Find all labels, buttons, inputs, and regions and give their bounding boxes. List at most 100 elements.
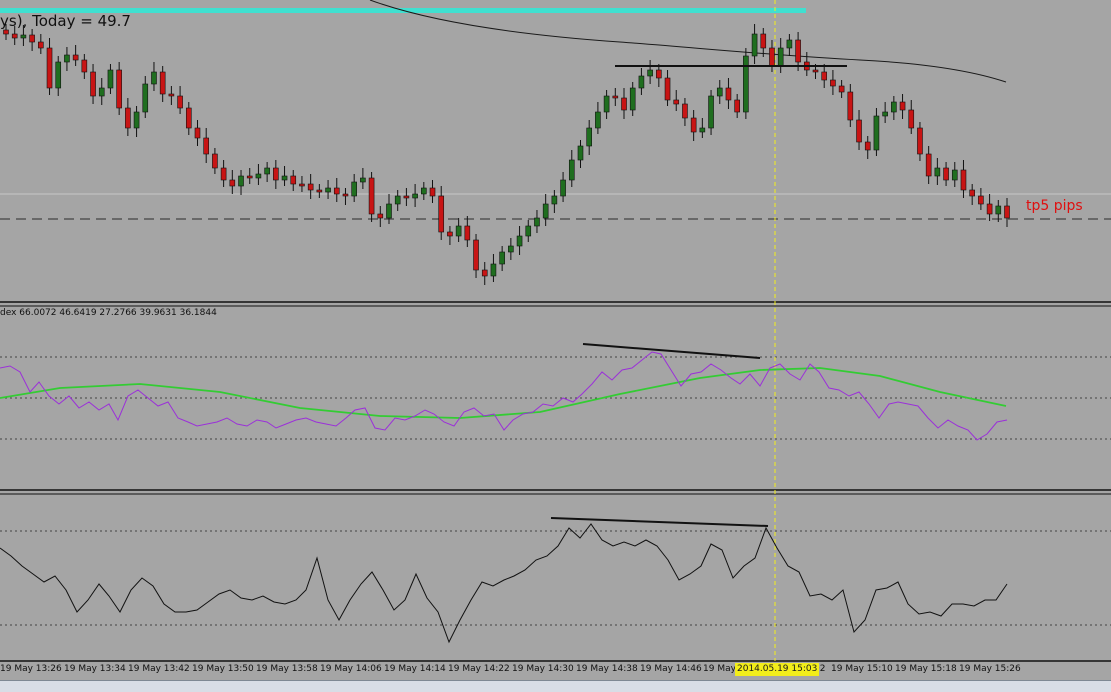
candle-body bbox=[812, 69, 819, 73]
candle-body bbox=[177, 95, 183, 109]
candle-body bbox=[638, 75, 645, 89]
time-axis-label: 19 May 15:26 bbox=[959, 664, 1021, 674]
candle-body bbox=[873, 115, 880, 151]
time-axis-label: 19 May 13:34 bbox=[64, 664, 126, 674]
candle-body bbox=[743, 55, 749, 113]
candle-body bbox=[220, 167, 227, 181]
candle-body bbox=[647, 69, 653, 77]
candle-body bbox=[917, 127, 923, 155]
oscillator-line bbox=[0, 523, 1008, 644]
candle-body bbox=[142, 83, 149, 113]
candle-body bbox=[908, 109, 915, 129]
status-strip bbox=[0, 680, 1111, 692]
candle-body bbox=[951, 169, 958, 181]
candle-body bbox=[882, 111, 888, 117]
candle-body bbox=[656, 69, 662, 79]
candle-body bbox=[212, 153, 218, 169]
time-axis-label: 19 May bbox=[703, 664, 736, 674]
candle-body bbox=[751, 33, 758, 57]
candle-body bbox=[777, 47, 784, 67]
candle-body bbox=[464, 225, 471, 241]
candle-body bbox=[273, 167, 279, 181]
candle-body bbox=[125, 107, 131, 129]
indicator-values-label: dex 66.0072 46.6419 27.2766 39.9631 36.1… bbox=[0, 308, 217, 318]
candle-body bbox=[516, 235, 523, 247]
candle-body bbox=[116, 69, 122, 109]
candle-body bbox=[699, 127, 706, 133]
candle-body bbox=[534, 217, 540, 227]
candle-body bbox=[246, 175, 253, 179]
candle-body bbox=[586, 127, 592, 147]
candlestick-series bbox=[3, 24, 1010, 285]
tp-label: tp5 pips bbox=[1026, 198, 1083, 214]
candle-body bbox=[943, 167, 949, 181]
candle-body bbox=[229, 179, 236, 187]
candle-body bbox=[508, 245, 514, 253]
cursor-time-badge: 2014.05.19 15:03 bbox=[735, 663, 820, 676]
time-axis-label: 19 May 14:46 bbox=[640, 664, 702, 674]
candle-body bbox=[46, 47, 53, 89]
candle-body bbox=[969, 189, 975, 197]
candle-body bbox=[72, 54, 79, 61]
candle-body bbox=[386, 203, 392, 219]
candle-body bbox=[595, 111, 601, 129]
candle-body bbox=[716, 87, 723, 97]
candle-body bbox=[560, 179, 566, 197]
candle-body bbox=[290, 175, 297, 185]
time-axis-label: 19 May 13:42 bbox=[128, 664, 190, 674]
candle-body bbox=[673, 99, 680, 105]
candle-body bbox=[20, 34, 27, 39]
candle-body bbox=[81, 59, 88, 73]
candle-body bbox=[682, 103, 688, 119]
candle-body bbox=[447, 231, 453, 237]
time-axis-label: 19 May 14:38 bbox=[576, 664, 638, 674]
indicator-signal-line bbox=[0, 367, 1007, 419]
candle-body bbox=[429, 187, 436, 197]
time-axis-label: 19 May 15:10 bbox=[831, 664, 893, 674]
candle-body bbox=[542, 203, 549, 219]
candle-body bbox=[90, 71, 96, 97]
candle-body bbox=[664, 77, 671, 101]
candle-body bbox=[333, 187, 340, 195]
time-axis-label: 19 May 14:14 bbox=[384, 664, 446, 674]
candle-body bbox=[64, 54, 70, 63]
candle-body bbox=[107, 69, 114, 89]
candle-body bbox=[769, 47, 775, 67]
candle-body bbox=[438, 195, 445, 233]
time-axis-label: 19 May 14:30 bbox=[512, 664, 574, 674]
time-axis-label: 19 May 13:58 bbox=[256, 664, 318, 674]
time-axis-label: 19 May 13:50 bbox=[192, 664, 254, 674]
candle-body bbox=[360, 177, 366, 183]
candle-body bbox=[299, 183, 305, 187]
candle-body bbox=[151, 71, 157, 85]
time-axis-label: 19 May 13:26 bbox=[0, 664, 62, 674]
candle-body bbox=[377, 213, 384, 219]
candle-body bbox=[795, 39, 801, 63]
candle-body bbox=[403, 195, 410, 199]
candle-body bbox=[734, 99, 740, 113]
candle-body bbox=[38, 41, 44, 49]
candle-body bbox=[351, 181, 357, 197]
candle-body bbox=[786, 39, 793, 49]
candle-body bbox=[925, 153, 932, 177]
candle-body bbox=[473, 239, 479, 271]
candle-body bbox=[368, 177, 375, 215]
indicator-divergence-trendline[interactable] bbox=[582, 343, 761, 359]
candle-body bbox=[281, 175, 288, 181]
candle-body bbox=[612, 95, 619, 99]
candle-body bbox=[978, 195, 984, 205]
candle-body bbox=[264, 167, 270, 175]
candle-body bbox=[3, 29, 9, 35]
oscillator-divergence-trendline[interactable] bbox=[550, 517, 769, 527]
candle-body bbox=[185, 107, 192, 129]
candle-body bbox=[986, 203, 993, 215]
candle-body bbox=[455, 225, 462, 237]
candle-body bbox=[847, 91, 854, 121]
indicator-main-line bbox=[0, 351, 1008, 441]
candle-body bbox=[394, 195, 401, 205]
candle-body bbox=[856, 119, 862, 143]
candle-body bbox=[412, 193, 418, 199]
candle-body bbox=[864, 141, 871, 151]
